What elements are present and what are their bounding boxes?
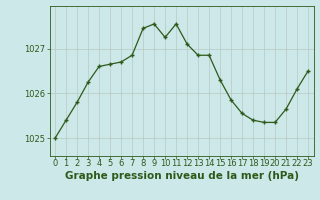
X-axis label: Graphe pression niveau de la mer (hPa): Graphe pression niveau de la mer (hPa) xyxy=(65,171,299,181)
